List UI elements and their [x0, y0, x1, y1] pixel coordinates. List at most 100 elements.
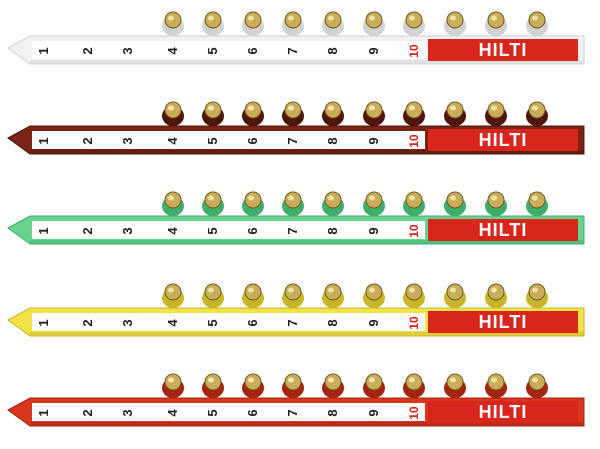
hilti-logo-text: HILTI [479, 220, 528, 240]
strip-number-9: 9 [366, 409, 381, 416]
strip-number-4: 4 [165, 137, 180, 145]
hilti-label [428, 39, 578, 61]
strip-number-9: 9 [366, 319, 381, 326]
cartridge-cap [403, 373, 425, 398]
strip-ridge [30, 60, 584, 64]
strip-number-5: 5 [205, 409, 220, 416]
cartridge-cap [282, 191, 304, 216]
strip-number-8: 8 [325, 409, 340, 416]
cartridge-cap [363, 11, 385, 36]
strip-number-5: 5 [205, 227, 220, 234]
cartridge-cap [242, 191, 264, 216]
number-band [32, 41, 425, 59]
cartridge-strip-red: HILTI 1 2 3 4 5 6 7 8 9 10 [0, 370, 600, 438]
strip-number-7: 7 [285, 227, 300, 234]
strip-number-1: 1 [36, 47, 51, 54]
strip-number-7: 7 [285, 319, 300, 326]
strip-number-6: 6 [245, 319, 260, 326]
cartridge-cap [363, 191, 385, 216]
strip-number-4: 4 [165, 409, 180, 417]
cartridge-strip-green: HILTI 1 2 3 4 5 6 7 8 9 10 [0, 188, 600, 256]
strip-ridge [30, 240, 584, 244]
cartridge-cap [202, 283, 224, 308]
strip-number-4: 4 [165, 47, 180, 55]
cartridge-cap [282, 373, 304, 398]
cartridge-cap [485, 101, 507, 126]
strip-number-5: 5 [205, 319, 220, 326]
cartridge-cap [363, 101, 385, 126]
strip-number-9: 9 [366, 137, 381, 144]
cartridge-cap [444, 283, 466, 308]
strip-number-8: 8 [325, 227, 340, 234]
strip-number-10: 10 [407, 316, 421, 330]
cartridge-cap [526, 283, 548, 308]
strip-number-3: 3 [120, 227, 135, 234]
strip-number-6: 6 [245, 409, 260, 416]
cartridge-cap [242, 373, 264, 398]
cartridge-cap [322, 373, 344, 398]
cartridge-cap [403, 101, 425, 126]
number-band [32, 403, 425, 421]
cartridge-cap [403, 283, 425, 308]
cartridge-cap [485, 373, 507, 398]
cartridge-cap [444, 101, 466, 126]
cartridge-cap [162, 283, 184, 308]
strip-ridge [30, 332, 584, 336]
cartridge-cap [282, 101, 304, 126]
strip-number-1: 1 [36, 137, 51, 144]
strip-number-2: 2 [80, 319, 95, 326]
cartridge-cap [444, 373, 466, 398]
hilti-logo-text: HILTI [479, 130, 528, 150]
strip-number-9: 9 [366, 47, 381, 54]
hilti-label [428, 129, 578, 151]
cartridge-cap [322, 191, 344, 216]
strip-number-2: 2 [80, 137, 95, 144]
strip-ridge [30, 150, 584, 154]
cartridge-cap [242, 11, 264, 36]
cartridge-cap [162, 373, 184, 398]
cartridge-cap [322, 101, 344, 126]
cartridge-cap [363, 283, 385, 308]
strip-number-8: 8 [325, 137, 340, 144]
cartridge-cap [526, 191, 548, 216]
cartridge-cap [282, 283, 304, 308]
strip-number-1: 1 [36, 319, 51, 326]
cartridge-cap [363, 373, 385, 398]
strip-number-7: 7 [285, 409, 300, 416]
strip-ridge [30, 422, 584, 426]
cartridge-cap [444, 191, 466, 216]
strip-graphic-green: HILTI 1 2 3 4 5 6 7 8 9 10 [7, 191, 585, 245]
strip-number-10: 10 [407, 224, 421, 238]
strip-number-1: 1 [36, 409, 51, 416]
strip-number-9: 9 [366, 227, 381, 234]
cartridge-cap [485, 11, 507, 36]
cartridge-cap [162, 11, 184, 36]
strip-graphic-white: HILTI 1 2 3 4 5 6 7 8 9 10 [7, 11, 585, 65]
strip-number-3: 3 [120, 47, 135, 54]
strip-number-10: 10 [407, 134, 421, 148]
cartridge-cap [485, 283, 507, 308]
hilti-logo-text: HILTI [479, 312, 528, 332]
number-band [32, 221, 425, 239]
cartridge-cap [403, 11, 425, 36]
cartridge-cap [322, 11, 344, 36]
cartridge-cap [526, 373, 548, 398]
strip-number-7: 7 [285, 137, 300, 144]
cartridge-cap [403, 191, 425, 216]
strip-number-3: 3 [120, 137, 135, 144]
cartridge-cap [162, 191, 184, 216]
cartridge-strip-brown: HILTI 1 2 3 4 5 6 7 8 9 10 [0, 98, 600, 166]
cartridge-cap [485, 191, 507, 216]
hilti-label [428, 401, 578, 423]
cartridge-cap [202, 373, 224, 398]
cartridge-cap [162, 101, 184, 126]
strip-number-5: 5 [205, 137, 220, 144]
strip-number-3: 3 [120, 409, 135, 416]
cartridge-cap [202, 11, 224, 36]
cartridge-cap [444, 11, 466, 36]
cartridge-cap [202, 101, 224, 126]
hilti-label [428, 219, 578, 241]
hilti-logo-text: HILTI [479, 40, 528, 60]
strip-number-3: 3 [120, 319, 135, 326]
